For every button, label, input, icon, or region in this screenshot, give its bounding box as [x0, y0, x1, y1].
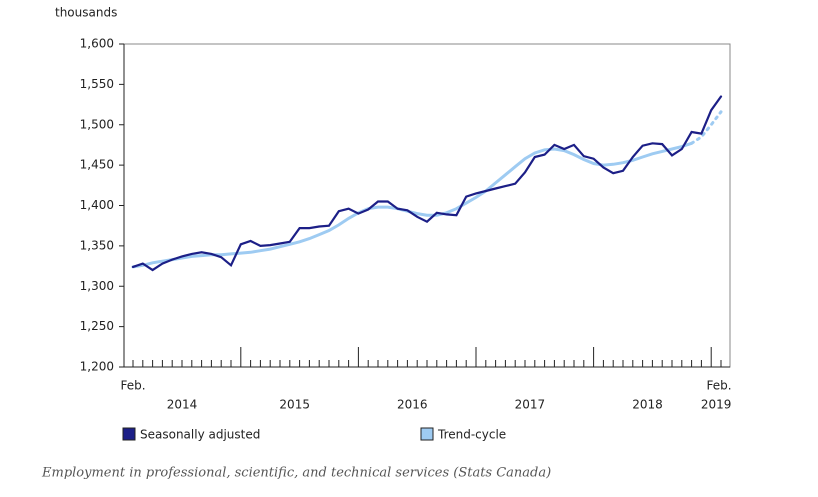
y-tick-label: 1,200 — [80, 360, 114, 374]
y-tick-label: 1,300 — [80, 279, 114, 293]
series-line — [131, 95, 723, 272]
y-tick-label: 1,550 — [80, 77, 114, 91]
year-label: 2015 — [279, 398, 310, 412]
series-line-dotted — [690, 110, 723, 145]
caption: Employment in professional, scientific, … — [41, 466, 551, 481]
y-tick-label: 1,250 — [80, 319, 114, 333]
y-tick-label: 1,350 — [80, 238, 114, 252]
legend-label: Trend-cycle — [437, 428, 506, 442]
year-label: 2018 — [632, 398, 663, 412]
year-label: 2014 — [167, 398, 198, 412]
y-tick-label: 1,400 — [80, 198, 114, 212]
month-label: Feb. — [120, 379, 145, 393]
plot-frame — [123, 43, 731, 368]
y-tick-label: 1,450 — [80, 158, 114, 172]
y-tick-label: 1,500 — [80, 117, 114, 131]
y-axis-label: thousands — [55, 6, 117, 20]
legend-swatch — [122, 427, 136, 441]
legend-swatch — [420, 427, 434, 441]
year-label: 2019 — [701, 398, 732, 412]
legend-label: Seasonally adjusted — [140, 428, 260, 442]
y-tick-label: 1,600 — [80, 37, 114, 51]
month-label: Feb. — [706, 379, 731, 393]
series-line — [131, 141, 694, 269]
year-label: 2017 — [515, 398, 546, 412]
year-label: 2016 — [397, 398, 428, 412]
